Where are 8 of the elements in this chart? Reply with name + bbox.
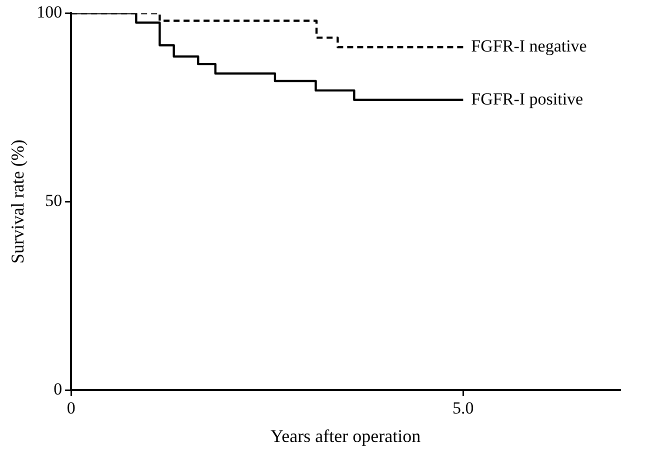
x-axis-title: Years after operation — [270, 426, 421, 446]
series-label: FGFR-I negative — [471, 36, 587, 56]
series-label: FGFR-I positive — [471, 89, 584, 108]
y-tick-label: 0 — [54, 379, 62, 398]
y-tick-label: 50 — [45, 191, 62, 210]
x-tick-label: 5.0 — [452, 398, 474, 418]
y-tick-label: 100 — [36, 2, 62, 22]
y-axis-title: Survival rate (%) — [8, 140, 28, 264]
